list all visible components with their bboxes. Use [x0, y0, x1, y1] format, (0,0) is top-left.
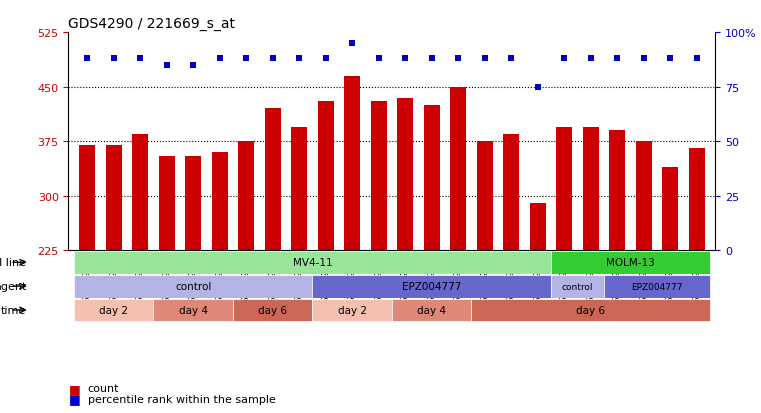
- FancyBboxPatch shape: [233, 299, 312, 322]
- Bar: [265, 109, 281, 251]
- Bar: [451, 88, 466, 251]
- Bar: [556, 127, 572, 251]
- Bar: [158, 157, 174, 251]
- Bar: [106, 145, 122, 251]
- FancyBboxPatch shape: [551, 251, 710, 274]
- FancyBboxPatch shape: [74, 275, 312, 298]
- Text: day 2: day 2: [99, 305, 128, 315]
- FancyBboxPatch shape: [153, 299, 233, 322]
- Bar: [476, 142, 492, 251]
- Bar: [344, 76, 360, 251]
- Bar: [503, 135, 519, 251]
- Text: percentile rank within the sample: percentile rank within the sample: [88, 394, 275, 404]
- Text: MV4-11: MV4-11: [292, 258, 333, 268]
- Text: day 6: day 6: [576, 305, 605, 315]
- Bar: [291, 127, 307, 251]
- Text: day 6: day 6: [258, 305, 287, 315]
- Bar: [317, 102, 333, 251]
- Text: MOLM-13: MOLM-13: [606, 258, 655, 268]
- FancyBboxPatch shape: [74, 251, 551, 274]
- FancyBboxPatch shape: [604, 275, 710, 298]
- Bar: [79, 145, 95, 251]
- Bar: [689, 149, 705, 251]
- Text: GDS4290 / 221669_s_at: GDS4290 / 221669_s_at: [68, 17, 235, 31]
- Text: agent: agent: [0, 281, 27, 292]
- FancyBboxPatch shape: [551, 275, 604, 298]
- Text: EPZ004777: EPZ004777: [632, 282, 683, 291]
- FancyBboxPatch shape: [472, 299, 710, 322]
- Bar: [583, 127, 599, 251]
- FancyBboxPatch shape: [74, 299, 153, 322]
- FancyBboxPatch shape: [312, 275, 551, 298]
- Text: ■: ■: [68, 382, 80, 395]
- FancyBboxPatch shape: [392, 299, 472, 322]
- Bar: [212, 153, 228, 251]
- Bar: [185, 157, 201, 251]
- Text: day 2: day 2: [338, 305, 367, 315]
- Bar: [424, 106, 440, 251]
- Text: ■: ■: [68, 392, 80, 405]
- Bar: [610, 131, 626, 251]
- Bar: [371, 102, 387, 251]
- Bar: [238, 142, 254, 251]
- Text: day 4: day 4: [417, 305, 446, 315]
- Bar: [635, 142, 651, 251]
- Text: EPZ004777: EPZ004777: [402, 281, 461, 292]
- Text: time: time: [2, 305, 27, 315]
- Text: control: control: [175, 281, 212, 292]
- Bar: [662, 167, 678, 251]
- Bar: [132, 135, 148, 251]
- Text: day 4: day 4: [179, 305, 208, 315]
- Text: control: control: [562, 282, 594, 291]
- Text: cell line: cell line: [0, 258, 27, 268]
- Bar: [397, 98, 413, 251]
- Bar: [530, 204, 546, 251]
- FancyBboxPatch shape: [312, 299, 392, 322]
- Text: count: count: [88, 383, 119, 393]
